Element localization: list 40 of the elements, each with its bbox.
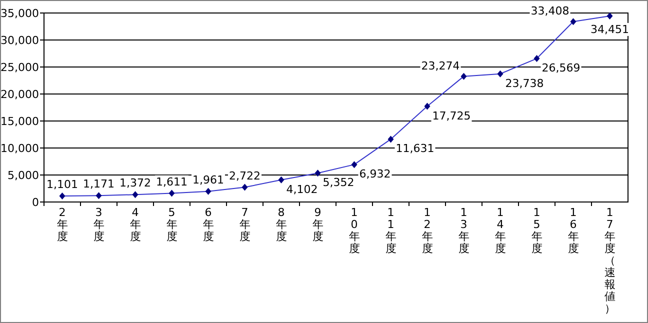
data-label: 17,725 xyxy=(432,109,471,122)
category-label: 17年度（速報値） xyxy=(604,206,616,315)
data-label: 1,101 xyxy=(46,178,78,192)
data-label: 23,738 xyxy=(505,76,544,90)
x-tick-label: 8年度 xyxy=(276,206,287,243)
x-tick-label: 4年度 xyxy=(130,206,141,243)
data-label: 4,102 xyxy=(286,182,318,196)
x-tick-label: 5年度 xyxy=(166,206,178,243)
data-label: 23,274 xyxy=(421,59,460,72)
data-label: 1,961 xyxy=(192,173,224,186)
x-tick-label: 10年度 xyxy=(348,206,360,255)
x-tick-label: 13年度 xyxy=(458,206,470,255)
y-tick-label: 30,000 xyxy=(0,34,39,47)
x-tick-label: 9年度 xyxy=(312,206,324,243)
data-label: 5,352 xyxy=(322,176,354,190)
data-label: 11,631 xyxy=(396,142,434,156)
x-tick-label: 16年度 xyxy=(568,206,579,255)
y-tick-label: 15,000 xyxy=(0,115,39,128)
x-tick-label: 2年度 xyxy=(56,206,68,243)
x-tick-label: 3年度 xyxy=(93,206,104,243)
x-tick-label: 12年度 xyxy=(422,206,433,255)
data-label: 2,722 xyxy=(229,169,260,182)
x-tick-label: 7年度 xyxy=(239,206,250,243)
data-label: 1,372 xyxy=(120,176,151,190)
x-tick-label: 14年度 xyxy=(494,206,506,255)
data-label: 33,408 xyxy=(530,4,570,18)
y-tick-label: 35,000 xyxy=(0,7,39,20)
data-label: 6,932 xyxy=(359,168,391,181)
data-label: 26,569 xyxy=(542,62,580,75)
y-tick-label: 0 xyxy=(32,196,39,209)
x-tick-label: 11年度 xyxy=(385,206,396,255)
y-tick-label: 10,000 xyxy=(0,142,39,155)
y-tick-label: 25,000 xyxy=(0,61,39,74)
data-label: 1,171 xyxy=(83,178,114,191)
y-tick-label: 5,000 xyxy=(8,169,39,182)
x-tick-label: 15年度 xyxy=(531,206,542,255)
data-label: 1,611 xyxy=(156,175,188,188)
x-tick-label: 6年度 xyxy=(202,206,214,243)
data-label: 34,451 xyxy=(590,22,629,36)
y-tick-label: 20,000 xyxy=(0,88,39,101)
